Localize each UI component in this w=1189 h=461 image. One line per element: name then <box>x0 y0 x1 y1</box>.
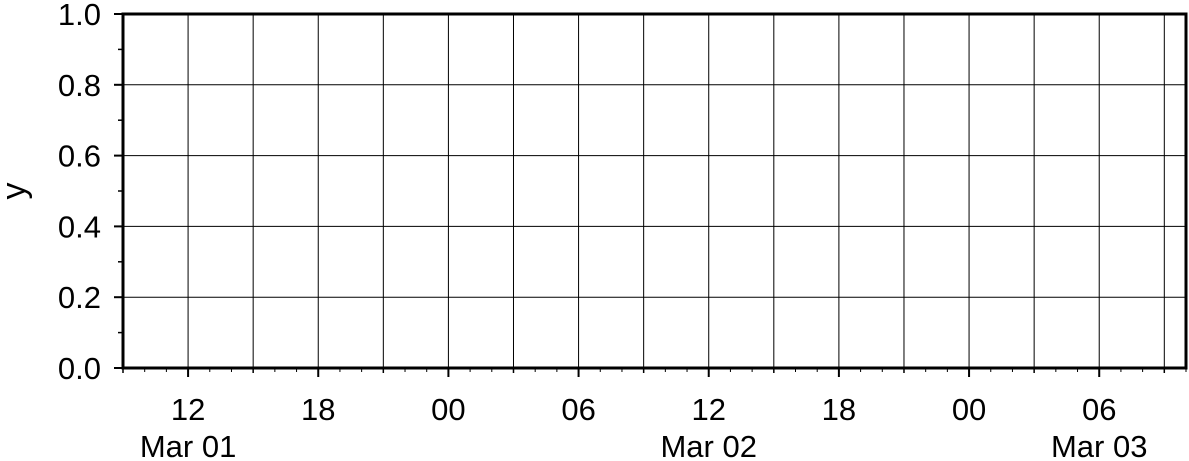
y-tick-label: 0.8 <box>58 68 101 103</box>
axis-ticks <box>114 13 1187 377</box>
x-day-label: Mar 03 <box>1051 429 1147 461</box>
x-day-label: Mar 01 <box>140 429 236 461</box>
x-tick-label: 18 <box>301 392 335 427</box>
grid <box>123 14 1186 368</box>
y-tick-label: 0.2 <box>58 280 101 315</box>
plot-frame <box>121 12 1188 370</box>
tick-labels: 0.0 0.2 0.4 0.6 0.8 1.0 12 18 00 06 12 18 00 06 Mar 01… <box>58 0 1148 461</box>
x-day-label: Mar 02 <box>660 429 756 461</box>
y-tick-label: 1.0 <box>58 0 101 32</box>
x-tick-label: 06 <box>561 392 595 427</box>
y-axis-title: y <box>0 183 33 200</box>
x-tick-label: 00 <box>431 392 465 427</box>
y-tick-label: 0.4 <box>58 209 101 244</box>
x-tick-label: 18 <box>822 392 856 427</box>
x-tick-label: 12 <box>171 392 205 427</box>
x-tick-label: 12 <box>691 392 725 427</box>
y-tick-label: 0.6 <box>58 139 101 174</box>
x-tick-label: 00 <box>952 392 986 427</box>
x-tick-label: 06 <box>1082 392 1116 427</box>
y-tick-label: 0.0 <box>58 351 101 386</box>
